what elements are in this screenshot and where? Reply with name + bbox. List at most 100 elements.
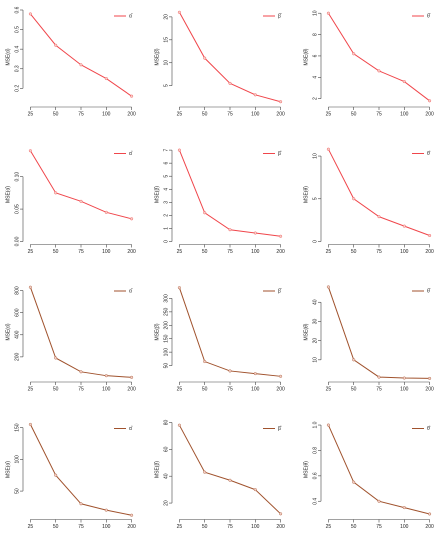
x-tick-label: 50 xyxy=(53,386,59,392)
y-tick-label: 400 xyxy=(14,330,20,339)
x-tick-label: 200 xyxy=(425,249,434,255)
point xyxy=(28,12,32,16)
x-tick-label: 25 xyxy=(177,249,183,255)
point xyxy=(377,69,381,73)
x-tick-label: 25 xyxy=(177,524,183,530)
point xyxy=(203,470,207,474)
y-axis-label: MSE(β̂) xyxy=(154,48,160,65)
y-tick-label: 60 xyxy=(163,446,169,452)
point xyxy=(352,52,356,56)
y-tick-label: 0 xyxy=(312,240,318,243)
x-tick-label: 200 xyxy=(127,111,136,117)
x-tick-label: 50 xyxy=(351,524,357,530)
y-tick-label: 0.8 xyxy=(312,447,318,454)
point xyxy=(79,370,83,374)
legend-label: β̂ xyxy=(278,13,282,19)
y-tick-label: 10 xyxy=(312,10,318,16)
legend-label: α̂ xyxy=(129,288,133,294)
x-tick-label: 75 xyxy=(376,386,382,392)
point xyxy=(79,199,83,203)
point xyxy=(28,285,32,289)
x-tick-label: 200 xyxy=(127,386,136,392)
point xyxy=(203,56,207,60)
x-tick-label: 100 xyxy=(251,386,260,392)
x-tick-label: 100 xyxy=(102,111,111,117)
y-tick-label: 0.6 xyxy=(312,472,318,479)
y-tick-label: 10 xyxy=(163,60,169,66)
x-tick-label: 200 xyxy=(425,386,434,392)
x-tick-label: 100 xyxy=(102,524,111,530)
point xyxy=(130,375,134,379)
point xyxy=(428,376,432,380)
y-tick-label: 1.0 xyxy=(312,421,318,428)
y-tick-label: 20 xyxy=(163,14,169,20)
x-tick-label: 200 xyxy=(276,524,285,530)
y-axis-label: MSE(β̂) xyxy=(154,323,160,340)
y-tick-label: 0.05 xyxy=(14,204,20,214)
y-tick-label: 30 xyxy=(312,318,318,324)
point xyxy=(253,93,257,97)
y-tick-label: 150 xyxy=(14,423,20,432)
x-tick-label: 100 xyxy=(251,524,260,530)
series-line xyxy=(178,424,281,515)
y-tick-label: 6 xyxy=(163,162,169,165)
point xyxy=(326,423,330,427)
x-tick-label: 75 xyxy=(376,524,382,530)
point xyxy=(79,502,83,506)
point xyxy=(54,356,58,360)
y-axis-label: MSE(θ̂) xyxy=(303,48,309,65)
point xyxy=(228,478,232,482)
point xyxy=(402,224,406,228)
point xyxy=(28,149,32,153)
series-line xyxy=(178,12,281,103)
y-tick-label: 300 xyxy=(163,294,169,303)
x-tick-label: 75 xyxy=(227,386,233,392)
y-axis-label: MSE(θ̂) xyxy=(303,323,309,340)
point xyxy=(228,81,232,85)
point xyxy=(253,231,257,235)
point xyxy=(228,369,232,373)
point xyxy=(326,147,330,151)
point xyxy=(352,197,356,201)
point xyxy=(54,43,58,47)
point xyxy=(104,210,108,214)
series-line xyxy=(29,424,132,516)
y-tick-label: 5 xyxy=(163,84,169,87)
legend-label: α̂ xyxy=(129,151,133,157)
point xyxy=(228,228,232,232)
point xyxy=(79,63,83,67)
x-tick-label: 200 xyxy=(276,386,285,392)
y-tick-label: 4 xyxy=(312,76,318,79)
point xyxy=(203,211,207,215)
y-tick-label: 15 xyxy=(163,37,169,43)
x-tick-label: 75 xyxy=(227,249,233,255)
point xyxy=(402,506,406,510)
x-tick-label: 25 xyxy=(177,386,183,392)
y-axis-label: MSE(θ̂) xyxy=(303,461,309,478)
x-tick-label: 50 xyxy=(53,111,59,117)
point xyxy=(377,499,381,503)
x-tick-label: 100 xyxy=(400,524,409,530)
legend-label: θ̂ xyxy=(427,426,431,432)
point xyxy=(326,285,330,289)
x-tick-label: 100 xyxy=(102,249,111,255)
point xyxy=(54,191,58,195)
y-tick-label: 5 xyxy=(312,197,318,200)
x-tick-label: 25 xyxy=(28,524,34,530)
x-tick-label: 50 xyxy=(202,524,208,530)
point xyxy=(428,234,432,238)
y-tick-label: 8 xyxy=(312,33,318,36)
y-tick-label: 20 xyxy=(163,500,169,506)
point xyxy=(177,10,181,14)
x-tick-label: 25 xyxy=(28,386,34,392)
x-tick-label: 75 xyxy=(376,111,382,117)
point xyxy=(428,99,432,103)
y-tick-label: 600 xyxy=(14,308,20,317)
legend-label: θ̂ xyxy=(427,151,431,157)
point xyxy=(203,360,207,364)
legend-label: β̂ xyxy=(278,288,282,294)
x-tick-label: 200 xyxy=(127,524,136,530)
x-tick-label: 25 xyxy=(177,111,183,117)
point xyxy=(253,488,257,492)
point xyxy=(377,375,381,379)
